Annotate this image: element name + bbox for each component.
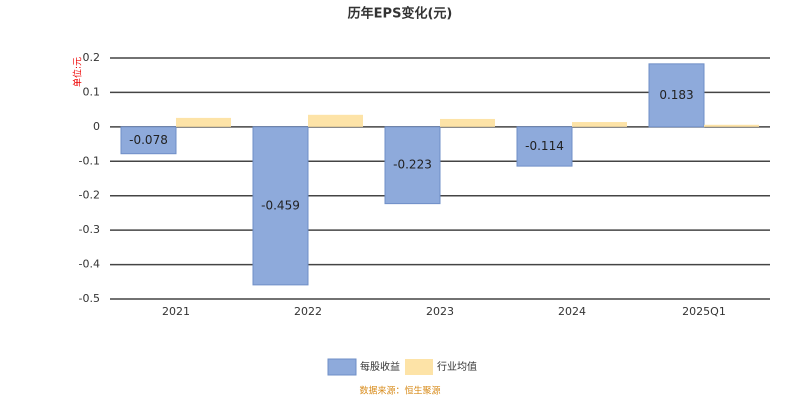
legend-label: 每股收益 xyxy=(360,360,400,373)
x-tick-label: 2024 xyxy=(558,305,586,318)
legend-swatch xyxy=(327,358,357,376)
chart-title: 历年EPS变化(元) xyxy=(348,6,453,22)
y-tick-label: 0 xyxy=(93,120,100,133)
bar xyxy=(308,114,363,127)
y-tick-label: -0.5 xyxy=(79,292,100,305)
bar xyxy=(648,63,705,128)
bar xyxy=(516,126,573,167)
y-tick-label: -0.2 xyxy=(79,189,100,202)
bar xyxy=(252,126,309,286)
data-label: 0.183 xyxy=(659,88,693,102)
data-label: -0.459 xyxy=(261,198,300,212)
data-label: -0.223 xyxy=(393,158,432,172)
x-tick-label: 2021 xyxy=(162,305,190,318)
y-tick-label: -0.3 xyxy=(79,223,100,236)
x-tick-label: 2022 xyxy=(294,305,322,318)
bar xyxy=(384,126,441,205)
bar xyxy=(120,126,177,155)
legend-label: 行业均值 xyxy=(437,360,477,373)
source-note: 数据来源：恒生聚源 xyxy=(359,385,440,397)
bar xyxy=(704,124,759,127)
x-tick-label: 2023 xyxy=(426,305,454,318)
bar xyxy=(176,117,231,127)
y-tick-label: 0.2 xyxy=(83,51,101,64)
y-tick-label: -0.4 xyxy=(79,258,100,271)
y-axis-label: 单位:元 xyxy=(72,57,84,87)
bar xyxy=(572,122,627,127)
x-tick-label: 2025Q1 xyxy=(682,305,726,318)
bar xyxy=(440,118,495,127)
y-tick-label: 0.1 xyxy=(83,85,101,98)
data-label: -0.114 xyxy=(525,139,564,153)
legend-swatch xyxy=(405,359,433,375)
y-tick-label: -0.1 xyxy=(79,154,100,167)
data-label: -0.078 xyxy=(129,133,168,147)
